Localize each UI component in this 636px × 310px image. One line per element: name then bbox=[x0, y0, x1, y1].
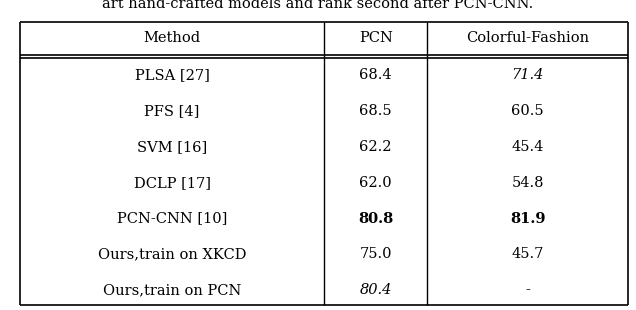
Text: 45.4: 45.4 bbox=[511, 140, 544, 154]
Text: PCN: PCN bbox=[359, 31, 392, 45]
Text: 80.4: 80.4 bbox=[359, 283, 392, 297]
Text: PCN-CNN [10]: PCN-CNN [10] bbox=[117, 211, 227, 226]
Text: 68.4: 68.4 bbox=[359, 69, 392, 82]
Text: Ours,train on XKCD: Ours,train on XKCD bbox=[98, 247, 246, 261]
Text: PLSA [27]: PLSA [27] bbox=[135, 69, 209, 82]
Text: 81.9: 81.9 bbox=[510, 211, 546, 226]
Text: Method: Method bbox=[144, 31, 200, 45]
Text: -: - bbox=[525, 283, 530, 297]
Text: 80.8: 80.8 bbox=[358, 211, 393, 226]
Text: art hand-crafted models and rank second after PCN-CNN.: art hand-crafted models and rank second … bbox=[102, 0, 534, 11]
Text: PFS [4]: PFS [4] bbox=[144, 104, 200, 118]
Text: 60.5: 60.5 bbox=[511, 104, 544, 118]
Text: 75.0: 75.0 bbox=[359, 247, 392, 261]
Text: 71.4: 71.4 bbox=[511, 69, 544, 82]
Text: 68.5: 68.5 bbox=[359, 104, 392, 118]
Text: 45.7: 45.7 bbox=[511, 247, 544, 261]
Text: 54.8: 54.8 bbox=[511, 176, 544, 190]
Text: SVM [16]: SVM [16] bbox=[137, 140, 207, 154]
Text: Colorful-Fashion: Colorful-Fashion bbox=[466, 31, 589, 45]
Text: Ours,train on PCN: Ours,train on PCN bbox=[103, 283, 241, 297]
Text: DCLP [17]: DCLP [17] bbox=[134, 176, 211, 190]
Text: 62.2: 62.2 bbox=[359, 140, 392, 154]
Text: 62.0: 62.0 bbox=[359, 176, 392, 190]
